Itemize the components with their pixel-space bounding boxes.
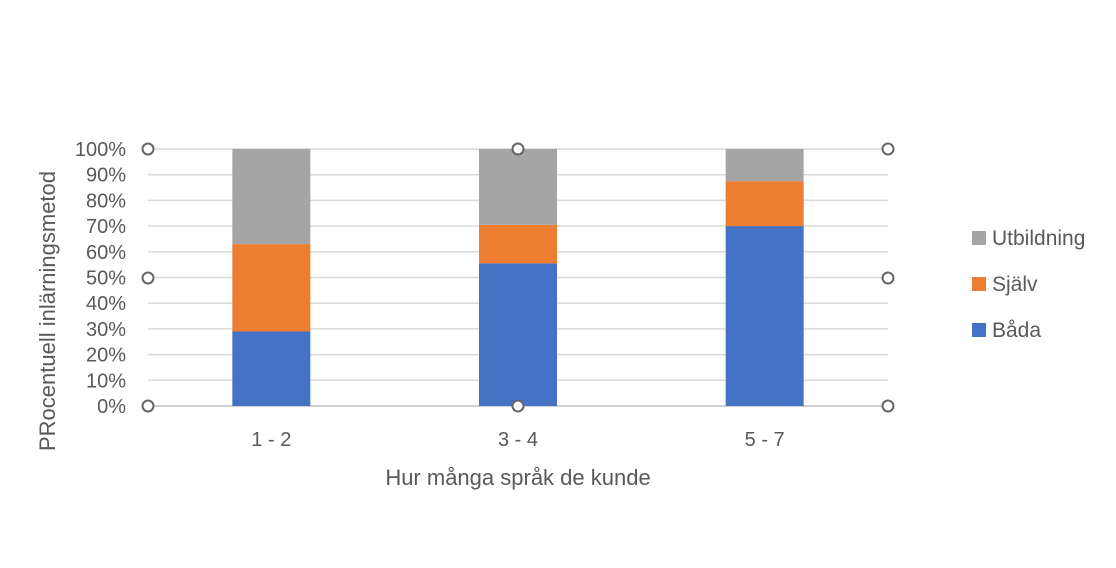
legend-label: Båda [992, 319, 1041, 342]
y-tick-label: 100% [75, 139, 126, 161]
y-tick-label: 0% [97, 396, 126, 418]
resize-handle[interactable] [881, 399, 895, 413]
bar-själv-3 [725, 181, 804, 227]
y-tick-label: 20% [86, 345, 126, 367]
bar-utbildning-3 [725, 149, 804, 182]
bar-båda-1 [232, 331, 311, 406]
y-tick-label: 90% [86, 165, 126, 187]
resize-handle[interactable] [141, 142, 155, 156]
x-tick-label: 1 - 2 [251, 429, 291, 451]
legend-swatch [972, 277, 986, 291]
resize-handle[interactable] [511, 399, 525, 413]
legend-swatch [972, 323, 986, 337]
resize-handle[interactable] [141, 399, 155, 413]
x-axis-title: Hur många språk de kunde [385, 465, 650, 490]
y-tick-label: 70% [86, 216, 126, 238]
y-tick-label: 10% [86, 370, 126, 392]
y-tick-label: 80% [86, 190, 126, 212]
bar-utbildning-2 [479, 149, 557, 225]
legend-label: Utbildning [992, 227, 1085, 250]
resize-handle[interactable] [881, 142, 895, 156]
bar-båda-3 [725, 226, 804, 406]
legend-label: Själv [992, 273, 1038, 296]
y-tick-label: 60% [86, 242, 126, 264]
bar-själv-2 [479, 224, 557, 264]
bars [232, 149, 804, 406]
legend-swatch [972, 231, 986, 245]
legend: Utbildning Själv Båda [972, 227, 1085, 342]
selection-handles[interactable] [141, 142, 895, 413]
y-tick-label: 30% [86, 319, 126, 341]
resize-handle[interactable] [141, 271, 155, 285]
x-tick-label: 3 - 4 [498, 429, 538, 451]
y-axis-title: PRocentuell inlärningsmetod [35, 171, 60, 451]
x-tick-labels: 1 - 2 3 - 4 5 - 7 [251, 429, 784, 451]
y-tick-label: 40% [86, 293, 126, 315]
bar-utbildning-1 [232, 149, 311, 245]
resize-handle[interactable] [511, 142, 525, 156]
y-tick-label: 50% [86, 268, 126, 290]
y-tick-labels: 0% 10% 20% 30% 40% 50% 60% 70% 80% 90% 100% [75, 139, 126, 418]
bar-själv-1 [232, 244, 311, 332]
resize-handle[interactable] [881, 271, 895, 285]
x-tick-label: 5 - 7 [745, 429, 785, 451]
bar-båda-2 [479, 263, 557, 406]
